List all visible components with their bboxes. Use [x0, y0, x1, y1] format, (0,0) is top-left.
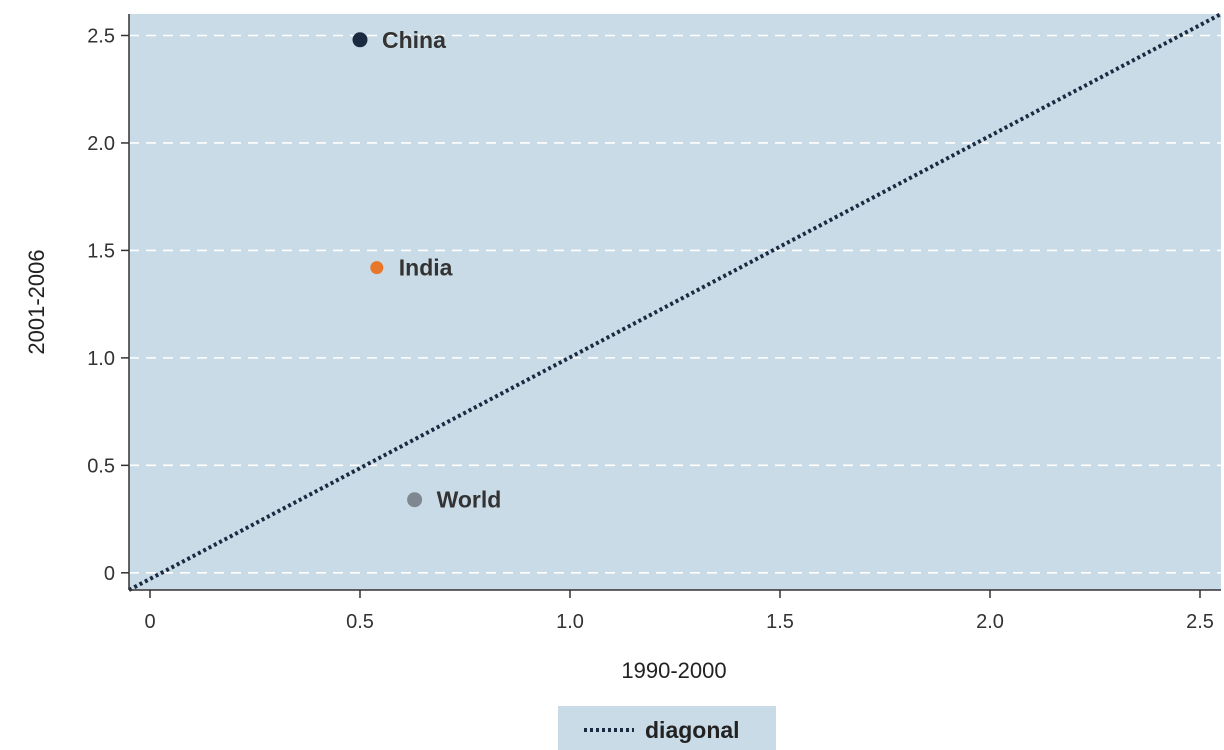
x-tick-label: 1.0	[556, 611, 584, 633]
y-tick-label: 0	[104, 563, 115, 585]
grid-lines	[129, 34, 1221, 574]
y-axis: 0 0.5 1.0 1.5 2.0 2.5	[87, 14, 130, 590]
legend-label-diagonal: diagonal	[645, 717, 740, 743]
legend: diagonal	[558, 706, 776, 750]
point-label-india: India	[399, 255, 453, 281]
y-tick-label: 1.5	[87, 240, 115, 262]
y-tick-label: 1.0	[87, 348, 115, 370]
scatter-point-india	[370, 261, 384, 275]
point-label-world: World	[437, 487, 502, 513]
legend-box	[558, 706, 776, 750]
y-tick-label: 2.0	[87, 133, 115, 155]
point-label-china: China	[382, 27, 446, 53]
diagonal-reference-line	[128, 12, 1222, 592]
y-axis-title: 2001-2006	[24, 249, 49, 354]
scatter-point-world	[407, 492, 423, 508]
x-tick-label: 2.5	[1186, 611, 1214, 633]
x-tick-label: 0.5	[346, 611, 374, 633]
y-tick-label: 0.5	[87, 455, 115, 477]
x-axis: 0 0.5 1.0 1.5 2.0 2.5	[129, 589, 1221, 633]
x-tick-label: 2.0	[976, 611, 1004, 633]
scatter-point-china	[352, 32, 368, 48]
y-tick-label: 2.5	[87, 25, 115, 47]
x-tick-label: 0	[144, 611, 155, 633]
scatter-points: China India World	[352, 27, 502, 513]
x-axis-title: 1990-2000	[621, 658, 726, 683]
x-tick-label: 1.5	[766, 611, 794, 633]
